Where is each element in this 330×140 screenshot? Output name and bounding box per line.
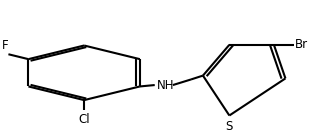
Text: S: S bbox=[226, 120, 233, 133]
Text: Cl: Cl bbox=[78, 113, 90, 126]
Text: NH: NH bbox=[156, 79, 174, 92]
Text: Br: Br bbox=[295, 38, 309, 51]
Text: F: F bbox=[2, 39, 9, 52]
